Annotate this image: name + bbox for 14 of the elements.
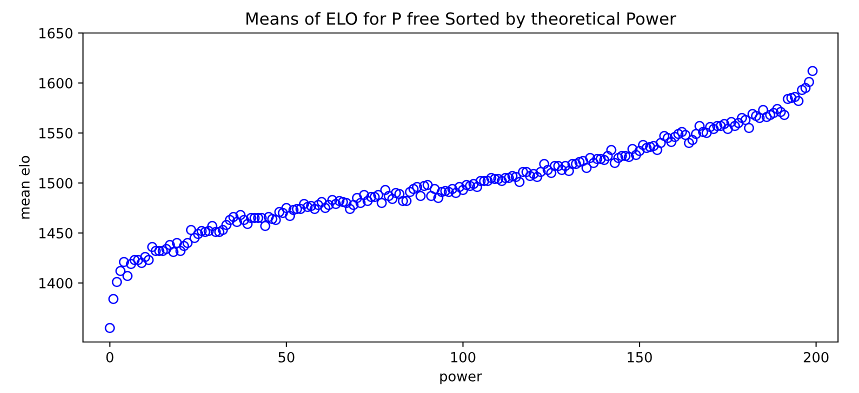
x-tick-label: 0 <box>106 352 114 362</box>
x-tick-label: 150 <box>628 352 652 362</box>
x-tick-label: 100 <box>451 352 476 362</box>
y-axis-title: mean elo <box>18 156 30 219</box>
y-tick-label: 1650 <box>39 28 72 38</box>
y-tick-label: 1550 <box>39 128 72 138</box>
y-tick-label: 1500 <box>39 178 72 188</box>
x-tick-label: 200 <box>804 352 828 362</box>
y-tick-label: 1600 <box>39 78 72 88</box>
y-tick-label: 1450 <box>39 228 72 238</box>
x-tick-label: 50 <box>278 352 294 362</box>
x-axis-title: power <box>440 373 482 384</box>
chart-title: Means of ELO for P free Sorted by theoretical Power <box>246 12 676 28</box>
y-tick-label: 1400 <box>39 278 72 288</box>
